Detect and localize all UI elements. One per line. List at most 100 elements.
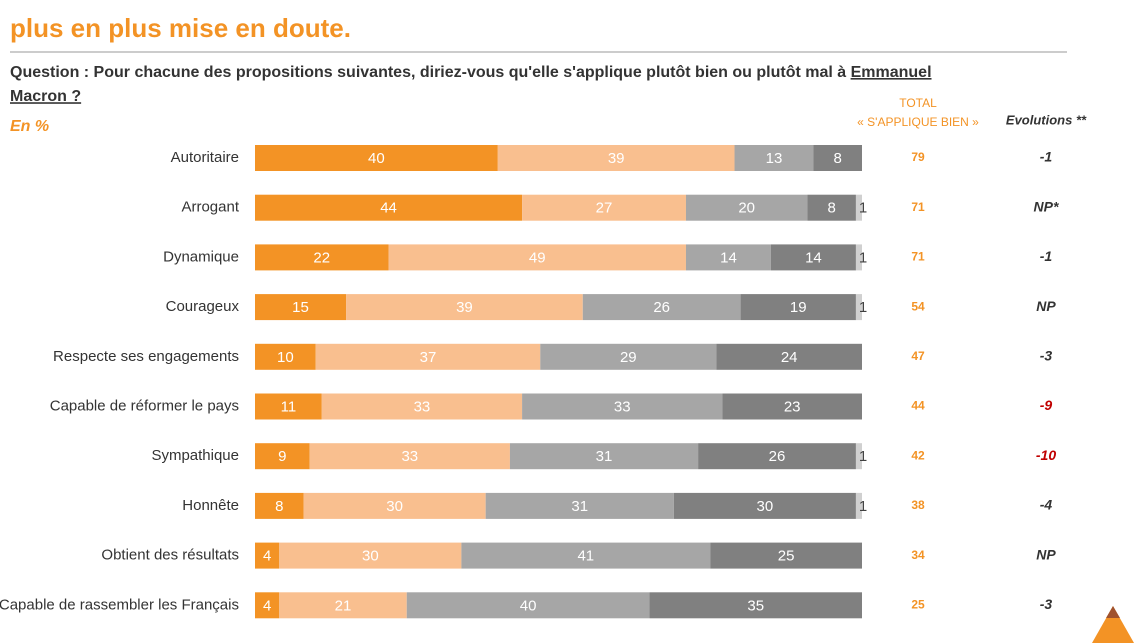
bar-segment xyxy=(406,592,650,619)
bar-segment xyxy=(807,194,856,221)
category-label: Capable de rassembler les Français xyxy=(0,596,239,613)
value-label: 14 xyxy=(720,249,737,266)
bar-segment xyxy=(710,542,862,569)
bar-segment xyxy=(346,294,583,321)
value-label: 44 xyxy=(380,200,397,217)
bar-segment xyxy=(279,542,462,569)
value-label: 26 xyxy=(769,448,786,465)
bar-segment xyxy=(255,294,347,321)
value-label: 39 xyxy=(456,299,473,316)
total-value: 79 xyxy=(911,150,925,164)
category-label: Arrogant xyxy=(181,199,239,216)
bar-segment xyxy=(255,492,304,519)
unit-note: En % xyxy=(10,118,49,135)
value-label: 1 xyxy=(859,249,867,266)
bar-segment xyxy=(255,194,523,221)
value-label: 31 xyxy=(571,498,588,515)
bar-segment xyxy=(649,592,862,619)
question-name: Macron ? xyxy=(10,88,81,105)
bar-segment xyxy=(303,492,486,519)
evolution-header: Evolutions ** xyxy=(1006,112,1087,127)
bar-segment xyxy=(722,393,862,420)
value-label: 33 xyxy=(414,398,431,415)
chart-title: plus en plus mise en doute. xyxy=(10,13,351,43)
bar-segment xyxy=(309,443,510,470)
total-value: 71 xyxy=(911,200,925,214)
value-label: 40 xyxy=(520,597,537,614)
bar-segment xyxy=(813,145,862,171)
question-text: Question : Pour chacune des propositions… xyxy=(10,64,851,81)
value-label: 35 xyxy=(747,597,764,614)
value-label: 13 xyxy=(766,150,783,167)
value-label: 10 xyxy=(277,349,294,366)
value-label: 31 xyxy=(596,448,613,465)
value-label: 4 xyxy=(263,548,271,565)
bar-segment xyxy=(855,294,862,321)
bar-segment xyxy=(315,343,541,370)
question-name: Emmanuel xyxy=(851,64,932,81)
question: Question : Pour chacune des propositions… xyxy=(10,64,932,81)
bar-segment xyxy=(522,194,686,221)
value-label: 8 xyxy=(827,200,835,217)
bar-segment xyxy=(855,244,862,271)
value-label: 26 xyxy=(653,299,670,316)
value-label: 11 xyxy=(281,398,297,415)
value-label: 30 xyxy=(362,548,379,565)
bar-segment xyxy=(855,492,862,519)
category-label: Respecte ses engagements xyxy=(53,348,239,365)
bar-segment xyxy=(497,145,735,171)
category-label: Dynamique xyxy=(163,248,239,265)
bar-segment xyxy=(716,343,862,370)
bar-segment xyxy=(582,294,741,321)
value-label: 39 xyxy=(608,150,625,167)
value-label: 29 xyxy=(620,349,637,366)
value-label: 20 xyxy=(738,200,755,217)
total-value: 25 xyxy=(911,597,925,611)
total-value: 34 xyxy=(911,548,925,562)
logo xyxy=(1092,606,1134,643)
value-label: 9 xyxy=(278,448,286,465)
bar-segment xyxy=(388,244,686,271)
total-header: TOTAL xyxy=(899,96,937,110)
bar-segment xyxy=(540,343,717,370)
value-label: 22 xyxy=(313,249,330,266)
bar-segment xyxy=(522,393,723,420)
evolution-value: -1 xyxy=(1040,248,1053,264)
value-label: 30 xyxy=(386,498,403,515)
value-label: 41 xyxy=(577,548,594,565)
evolution-value: NP xyxy=(1036,298,1056,314)
category-label: Obtient des résultats xyxy=(101,547,239,564)
bar-segment xyxy=(255,592,280,619)
value-label: 19 xyxy=(790,299,807,316)
total-header: « S'APPLIQUE BIEN » xyxy=(857,115,979,129)
bar-segment xyxy=(321,393,523,420)
bar-segment xyxy=(734,145,814,171)
value-label: 1 xyxy=(859,498,867,515)
total-value: 71 xyxy=(911,250,925,264)
evolution-value: -10 xyxy=(1036,447,1056,463)
category-label: Sympathique xyxy=(151,447,239,464)
value-label: 23 xyxy=(784,398,801,415)
bar-segment xyxy=(255,343,316,370)
bar-segment xyxy=(770,244,856,271)
value-label: 49 xyxy=(529,249,546,266)
bar-segment xyxy=(855,443,862,470)
bar-segment xyxy=(485,492,674,519)
total-value: 38 xyxy=(911,498,925,512)
value-label: 37 xyxy=(420,349,437,366)
evolution-value: -3 xyxy=(1040,348,1053,364)
bar-segment xyxy=(461,542,711,569)
bar-segment xyxy=(255,244,389,271)
value-label: 40 xyxy=(368,150,385,167)
value-label: 14 xyxy=(805,249,822,266)
category-label: Honnête xyxy=(182,497,239,514)
bar-segment xyxy=(279,592,407,619)
value-label: 24 xyxy=(781,349,798,366)
total-value: 47 xyxy=(911,349,925,363)
evolution-value: -9 xyxy=(1040,397,1053,413)
bar-segment xyxy=(255,393,322,420)
bar-segment xyxy=(255,443,310,470)
value-label: 1 xyxy=(859,448,867,465)
bar-segment xyxy=(685,194,808,221)
